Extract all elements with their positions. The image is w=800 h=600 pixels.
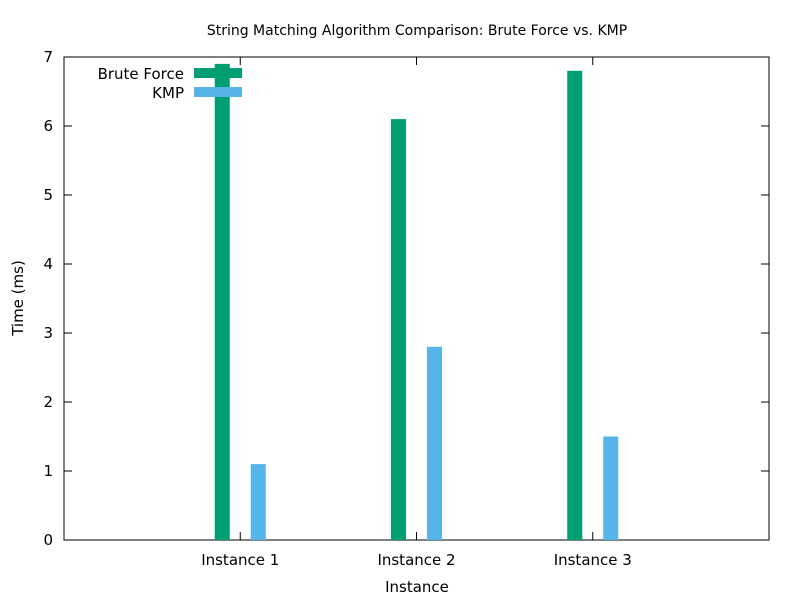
y-tick-labels: 0 1 2 3 4 5 6 7 (43, 48, 53, 549)
x-tick-label: Instance 1 (201, 551, 279, 569)
legend-label: KMP (152, 84, 184, 102)
y-axis-label: Time (ms) (9, 260, 27, 337)
x-tick-labels: Instance 1 Instance 2 Instance 3 (201, 551, 632, 569)
y-tick-label: 6 (43, 117, 53, 135)
plot-area-frame (63, 56, 770, 541)
bar-kmp (427, 346, 442, 540)
y-tick-label: 3 (43, 324, 53, 342)
x-tick-label: Instance 2 (377, 551, 455, 569)
bar-brute-force (567, 70, 583, 541)
bars (214, 63, 619, 541)
legend-swatch (194, 68, 242, 78)
y-tick-label: 0 (43, 531, 53, 549)
chart-title: String Matching Algorithm Comparison: Br… (207, 23, 627, 39)
bar-kmp (250, 464, 266, 540)
x-axis-label: Instance (385, 578, 449, 596)
y-tick-label: 2 (43, 393, 53, 411)
legend-label: Brute Force (98, 65, 184, 83)
legend-swatch (194, 87, 242, 97)
bar-brute-force (391, 119, 406, 540)
bar-brute-force (214, 63, 230, 541)
y-tick-label: 5 (43, 186, 53, 204)
y-tick-label: 1 (43, 462, 53, 480)
bar-kmp (603, 436, 619, 540)
x-tick-label: Instance 3 (554, 551, 632, 569)
y-tick-label: 7 (43, 48, 53, 66)
axis-ticks (64, 56, 769, 541)
y-tick-label: 4 (43, 255, 53, 273)
